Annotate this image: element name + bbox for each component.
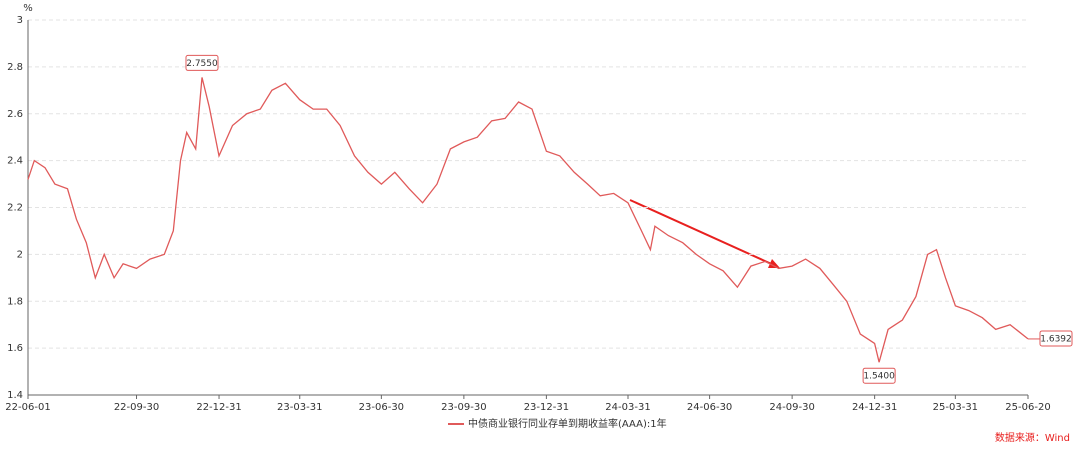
y-tick-label: 2.2 <box>7 203 23 214</box>
x-tick-label: 22-12-31 <box>196 402 241 413</box>
value-label-box <box>1039 330 1073 347</box>
value-label: 1.6392 <box>1040 334 1072 344</box>
x-tick-label: 22-09-30 <box>114 402 159 413</box>
x-tick-label: 24-09-30 <box>769 402 814 413</box>
source: 数据来源：Wind <box>995 431 1070 444</box>
arrow-head <box>768 259 780 268</box>
x-tick-label: 25-03-31 <box>933 402 978 413</box>
y-tick-label: 2.4 <box>7 156 23 167</box>
y-tick-label: 2.6 <box>7 109 23 120</box>
x-tick-label: 24-03-31 <box>605 402 650 413</box>
y-tick-label: 3 <box>17 15 23 26</box>
x-tick-label: 24-12-31 <box>852 402 897 413</box>
legend-label: 中债商业银行同业存单到期收益率(AAA):1年 <box>468 417 667 430</box>
x-tick-label: 23-09-30 <box>441 402 486 413</box>
x-tick-label: 23-12-31 <box>524 402 569 413</box>
y-unit: % <box>23 3 33 14</box>
x-tick-label: 22-06-01 <box>5 402 50 413</box>
line <box>27 77 1029 363</box>
value-label-box <box>185 54 219 71</box>
y-tick-label: 1.4 <box>7 390 23 401</box>
y-tick-label: 2.8 <box>7 62 23 73</box>
value-label: 1.5400 <box>863 372 895 382</box>
trend-arrow <box>629 199 777 267</box>
x-tick-label: 24-06-30 <box>687 402 732 413</box>
y-tick-label: 2 <box>17 249 23 260</box>
y-tick-label: 1.8 <box>7 296 23 307</box>
x-tick-label: 25-06-20 <box>1005 402 1050 413</box>
value-label-box <box>862 367 896 384</box>
y-tick-label: 1.6 <box>7 343 23 354</box>
x-tick-label: 23-06-30 <box>359 402 404 413</box>
x-tick-label: 23-03-31 <box>277 402 322 413</box>
value-label: 2.7550 <box>186 59 218 69</box>
